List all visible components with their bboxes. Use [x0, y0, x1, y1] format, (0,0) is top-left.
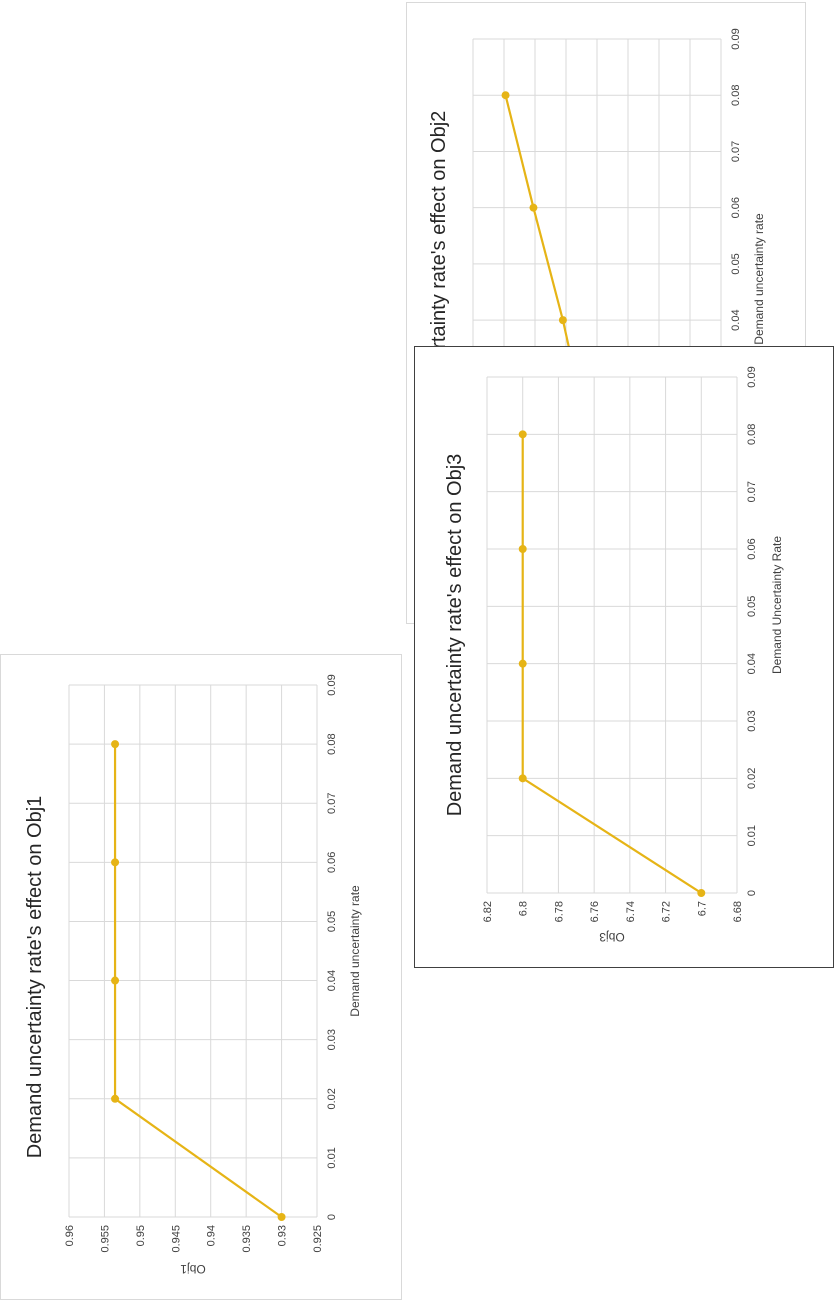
x-tick-label: 0.05 — [326, 911, 338, 932]
x-tick-label: 0.04 — [326, 970, 338, 991]
data-point — [518, 545, 527, 553]
data-point — [111, 858, 120, 867]
data-point — [111, 976, 120, 985]
chart-obj1-canvas: Demand uncertainty rate's effect on Obj1… — [1, 655, 401, 1299]
y-axis-label: Obj3 — [599, 930, 625, 944]
y-tick-label: 6.8 — [518, 901, 530, 916]
x-tick-label: 0.09 — [746, 366, 758, 387]
x-tick-label: 0.07 — [730, 141, 742, 162]
x-tick-label: 0.03 — [746, 710, 758, 731]
x-tick-label: 0.01 — [326, 1147, 338, 1168]
y-tick-label: 0.95 — [135, 1225, 147, 1246]
data-point — [697, 889, 706, 897]
y-tick-label: 6.82 — [482, 901, 494, 922]
y-tick-label: 0.94 — [206, 1225, 218, 1246]
data-point — [111, 740, 120, 749]
y-tick-label: 0.93 — [277, 1225, 289, 1246]
x-tick-label: 0.08 — [326, 733, 338, 754]
y-tick-label: 6.68 — [732, 901, 744, 922]
data-point — [518, 774, 527, 783]
x-tick-label: 0.02 — [326, 1088, 338, 1109]
chart-title: Demand uncertainty rate's effect on Obj3 — [444, 454, 466, 817]
x-tick-label: 0.04 — [746, 653, 758, 674]
data-point — [529, 203, 538, 212]
y-tick-label: 6.74 — [625, 901, 637, 922]
x-tick-label: 0 — [326, 1214, 338, 1220]
x-tick-label: 0.08 — [730, 85, 742, 106]
data-point — [277, 1213, 286, 1221]
chart-obj3-svg: Demand uncertainty rate's effect on Obj3… — [444, 366, 784, 944]
y-axis-label: Obj1 — [180, 1262, 206, 1276]
data-point — [111, 1094, 120, 1103]
x-tick-label: 0.02 — [746, 768, 758, 789]
y-tick-label: 0.96 — [64, 1225, 76, 1246]
chart-obj3-canvas: Demand uncertainty rate's effect on Obj3… — [415, 347, 833, 967]
data-point — [518, 430, 527, 439]
x-tick-label: 0.03 — [326, 1029, 338, 1050]
data-point — [518, 659, 527, 668]
data-point — [501, 91, 510, 100]
x-tick-label: 0.04 — [730, 309, 742, 330]
x-tick-label: 0.05 — [746, 596, 758, 617]
x-axis-label: Demand Uncertainty Rate — [770, 536, 784, 674]
y-tick-label: 0.955 — [99, 1225, 111, 1253]
x-tick-label: 0.07 — [746, 481, 758, 502]
data-point — [558, 316, 567, 325]
x-tick-label: 0.05 — [730, 253, 742, 274]
chart-title: Demand uncertainty rate's effect on Obj1 — [24, 796, 46, 1159]
y-tick-label: 6.7 — [696, 901, 708, 916]
x-tick-label: 0.06 — [326, 852, 338, 873]
y-tick-label: 0.935 — [241, 1225, 253, 1253]
x-tick-label: 0 — [746, 890, 758, 896]
x-tick-label: 0.06 — [746, 538, 758, 559]
x-tick-label: 0.08 — [746, 424, 758, 445]
y-tick-label: 0.925 — [312, 1225, 324, 1253]
y-tick-label: 6.72 — [661, 901, 673, 922]
chart-obj1-svg: Demand uncertainty rate's effect on Obj1… — [24, 674, 362, 1276]
chart-obj1: Demand uncertainty rate's effect on Obj1… — [0, 654, 402, 1300]
chart-obj3: Demand uncertainty rate's effect on Obj3… — [414, 346, 834, 968]
x-tick-label: 0.09 — [326, 674, 338, 695]
x-tick-label: 0.07 — [326, 793, 338, 814]
y-tick-label: 0.945 — [170, 1225, 182, 1253]
x-tick-label: 0.01 — [746, 825, 758, 846]
x-axis-label: Demand uncertainty rate — [752, 213, 766, 345]
y-tick-label: 6.78 — [553, 901, 565, 922]
x-tick-label: 0.06 — [730, 197, 742, 218]
x-axis-label: Demand uncertainty rate — [348, 885, 362, 1017]
x-tick-label: 0.09 — [730, 28, 742, 49]
y-tick-label: 6.76 — [589, 901, 601, 922]
